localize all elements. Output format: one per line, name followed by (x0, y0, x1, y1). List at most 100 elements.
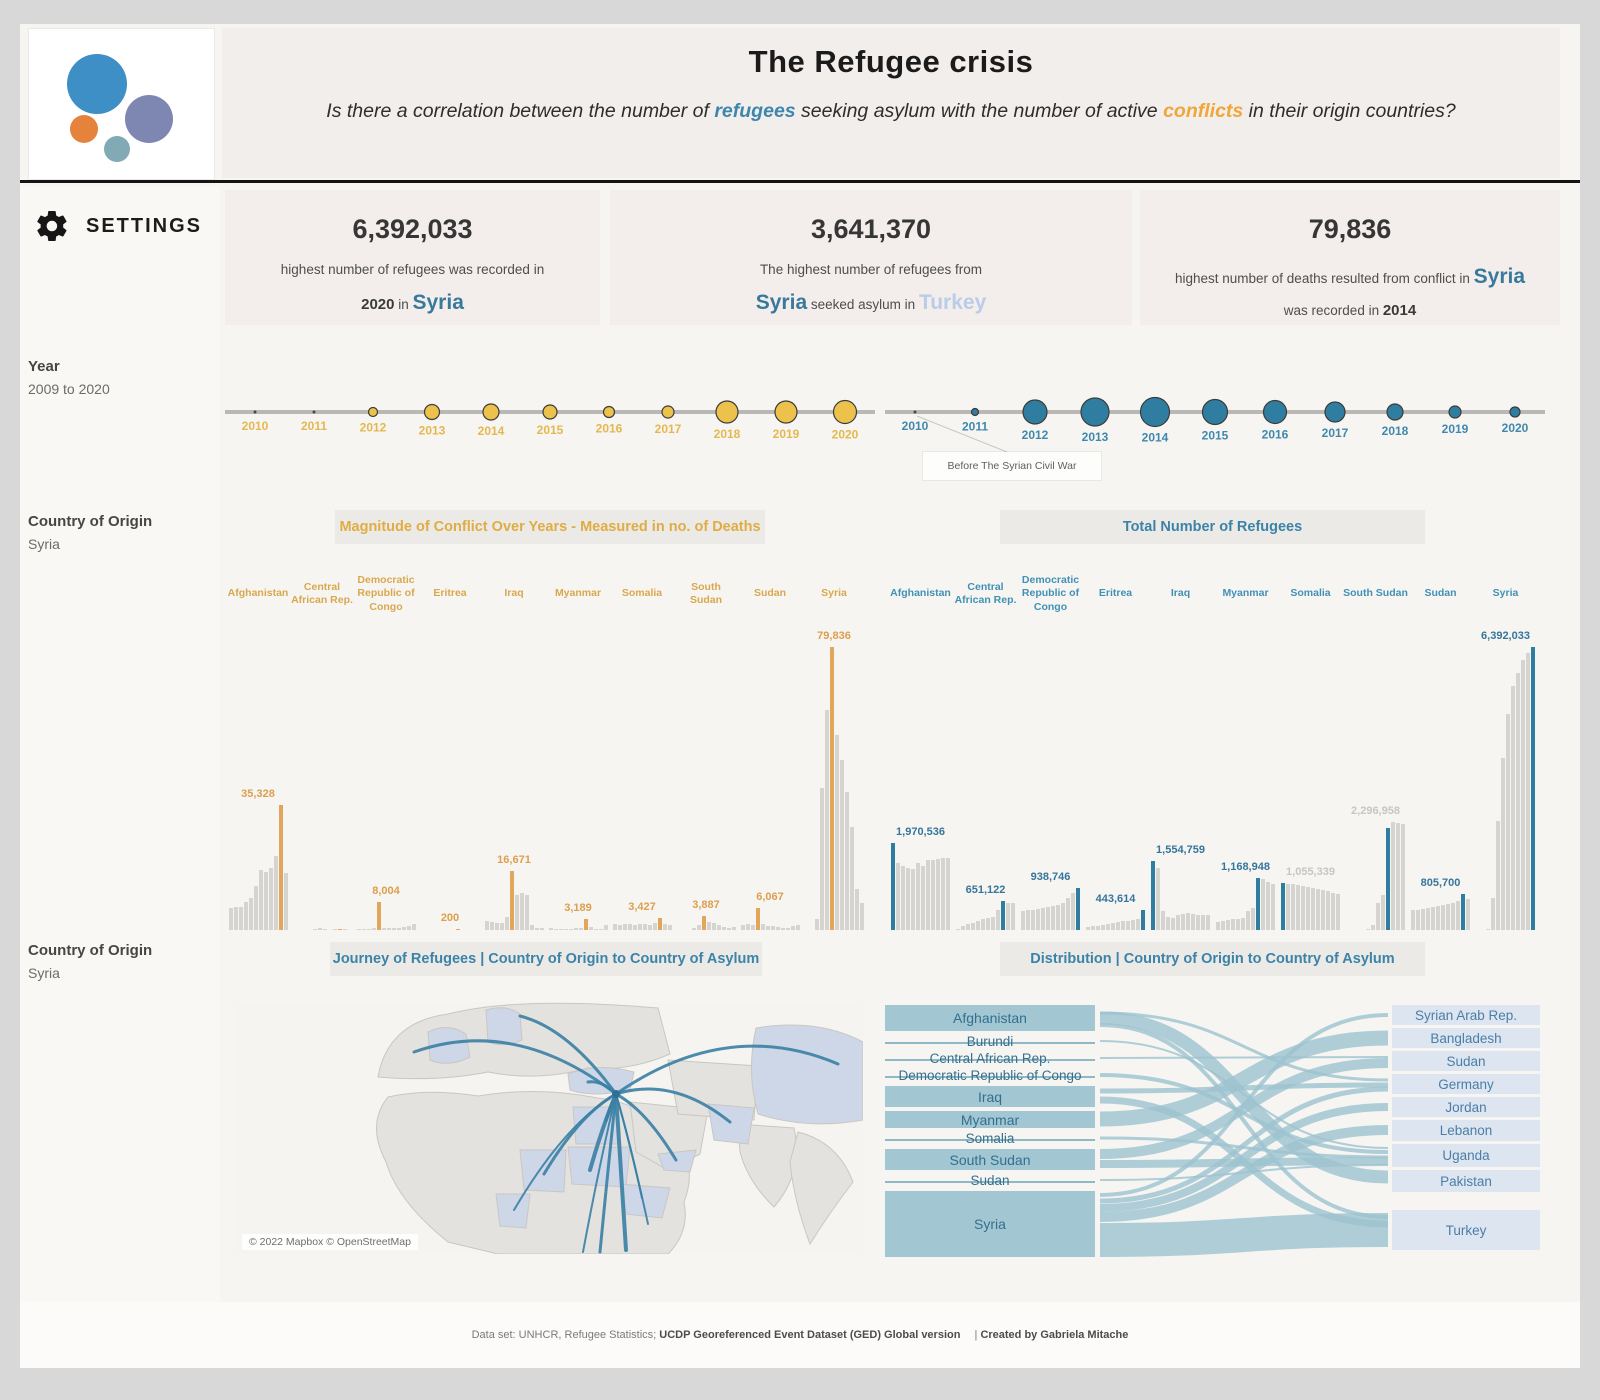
bar-mark[interactable] (976, 921, 980, 930)
bar-mark[interactable] (755, 908, 760, 930)
bar-mark[interactable] (1521, 660, 1525, 930)
bar-mark[interactable] (667, 925, 672, 930)
bar-mark[interactable] (1331, 893, 1335, 930)
bar-mark[interactable] (583, 919, 588, 930)
sankey-link-syria-to-germany[interactable] (1100, 1086, 1388, 1204)
bar-mark[interactable] (1091, 926, 1095, 930)
bar-mark[interactable] (941, 858, 945, 930)
bar-mark[interactable] (1036, 909, 1040, 930)
bar-mark[interactable] (1096, 926, 1100, 930)
left-node-myanmar[interactable]: Myanmar (885, 1111, 1095, 1128)
bar-mark[interactable] (519, 893, 524, 930)
bar-mark[interactable] (356, 929, 361, 930)
bar-mark[interactable] (829, 647, 834, 930)
bar-mark[interactable] (1221, 921, 1225, 930)
sankey-link-syria-to-syrian-arab-rep[interactable] (1100, 1013, 1388, 1197)
bar-mark[interactable] (406, 926, 411, 930)
bar-mark[interactable] (1111, 923, 1115, 930)
settings-button[interactable]: SETTINGS (34, 200, 214, 252)
bar-mark[interactable] (936, 859, 940, 930)
journey-map[interactable]: © 2022 Mapbox © OpenStreetMap (238, 1002, 863, 1254)
bar-mark[interactable] (1256, 878, 1260, 930)
left-node-afghanistan[interactable]: Afghanistan (885, 1005, 1095, 1031)
right-node-pakistan[interactable]: Pakistan (1392, 1170, 1540, 1192)
bar-mark[interactable] (721, 927, 726, 930)
bar-mark[interactable] (1396, 823, 1400, 930)
bar-mark[interactable] (1226, 920, 1230, 930)
bar-mark[interactable] (1066, 898, 1070, 930)
year-dot-2012[interactable] (367, 406, 379, 418)
right-node-jordan[interactable]: Jordan (1392, 1097, 1540, 1117)
bar-mark[interactable] (593, 929, 598, 930)
left-node-syria[interactable]: Syria (885, 1191, 1095, 1257)
bar-mark[interactable] (1201, 915, 1205, 930)
bar-mark[interactable] (263, 872, 268, 930)
bar-mark[interactable] (1286, 884, 1290, 930)
bar-mark[interactable] (1181, 914, 1185, 930)
right-node-sudan[interactable]: Sudan (1392, 1051, 1540, 1071)
bar-mark[interactable] (273, 856, 278, 930)
year-dot-2019[interactable] (1448, 405, 1462, 419)
left-node-iraq[interactable]: Iraq (885, 1086, 1095, 1107)
bar-mark[interactable] (921, 866, 925, 930)
bar-mark[interactable] (1011, 903, 1015, 930)
bar-mark[interactable] (1281, 883, 1285, 930)
bar-mark[interactable] (891, 843, 895, 930)
bar-mark[interactable] (1271, 884, 1275, 930)
year-dot-2016[interactable] (602, 405, 616, 419)
bar-mark[interactable] (248, 898, 253, 930)
bar-mark[interactable] (814, 919, 819, 930)
right-node-germany[interactable]: Germany (1392, 1074, 1540, 1094)
bar-mark[interactable] (337, 929, 342, 930)
bar-mark[interactable] (657, 918, 662, 930)
bar-mark[interactable] (1126, 921, 1130, 930)
bar-mark[interactable] (765, 926, 770, 930)
bar-mark[interactable] (1306, 887, 1310, 930)
bar-mark[interactable] (740, 925, 745, 930)
bar-mark[interactable] (906, 868, 910, 930)
bar-mark[interactable] (228, 908, 233, 930)
bar-mark[interactable] (1526, 653, 1530, 930)
bar-mark[interactable] (632, 925, 637, 930)
bar-mark[interactable] (366, 929, 371, 930)
bar-mark[interactable] (1501, 758, 1505, 930)
bar-mark[interactable] (1336, 894, 1340, 930)
bar-mark[interactable] (1321, 890, 1325, 930)
sankey-link-afghanistan-to-turkey[interactable] (1100, 1023, 1388, 1219)
bar-mark[interactable] (1026, 910, 1030, 930)
bar-mark[interactable] (795, 925, 800, 930)
bar-mark[interactable] (243, 902, 248, 930)
bar-mark[interactable] (760, 924, 765, 930)
bar-mark[interactable] (1451, 903, 1455, 930)
bar-mark[interactable] (1061, 903, 1065, 930)
bar-mark[interactable] (1166, 917, 1170, 930)
sankey-link-afghanistan-to-pakistan[interactable] (1100, 1011, 1388, 1184)
bar-mark[interactable] (317, 928, 322, 930)
bar-mark[interactable] (1141, 910, 1145, 930)
bar-mark[interactable] (627, 924, 632, 930)
bar-mark[interactable] (971, 923, 975, 930)
bar-mark[interactable] (1071, 893, 1075, 930)
bar-mark[interactable] (1491, 898, 1495, 930)
bar-mark[interactable] (911, 869, 915, 930)
bar-mark[interactable] (859, 903, 864, 930)
bar-mark[interactable] (1466, 899, 1470, 930)
bar-mark[interactable] (986, 918, 990, 930)
bar-mark[interactable] (1411, 910, 1415, 930)
bar-mark[interactable] (312, 929, 317, 930)
bar-mark[interactable] (1206, 915, 1210, 930)
bar-mark[interactable] (706, 922, 711, 930)
bar-mark[interactable] (598, 929, 603, 930)
left-node-somalia[interactable]: Somalia (885, 1131, 1095, 1146)
bar-mark[interactable] (1001, 901, 1005, 930)
bar-mark[interactable] (322, 929, 327, 930)
sankey-link-south-sudan-to-sudan[interactable] (1100, 1058, 1388, 1159)
bar-mark[interactable] (716, 925, 721, 930)
bar-mark[interactable] (524, 895, 529, 930)
bar-mark[interactable] (1441, 905, 1445, 930)
year-dot-2014[interactable] (482, 403, 500, 421)
sankey-link-syria-to-jordan[interactable] (1100, 1103, 1388, 1212)
bar-mark[interactable] (1196, 915, 1200, 930)
left-node-democratic-republic-of-congo[interactable]: Democratic Republic of Congo (885, 1068, 1095, 1083)
bar-mark[interactable] (1121, 921, 1125, 930)
